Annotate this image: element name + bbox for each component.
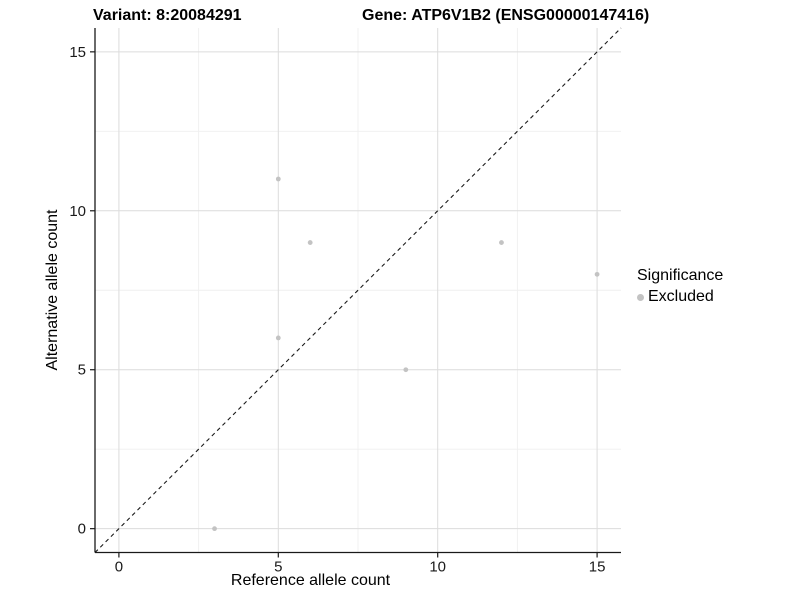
data-point xyxy=(212,526,217,532)
y-tick-label: 10 xyxy=(69,203,86,220)
x-axis-title: Reference allele count xyxy=(230,572,391,589)
data-point xyxy=(499,240,504,245)
data-point xyxy=(594,271,600,277)
y-tick-label: 15 xyxy=(69,44,86,61)
y-axis-title: Alternative allele count xyxy=(44,209,61,371)
legend-item-excluded: Excluded xyxy=(637,288,723,306)
legend-point-icon xyxy=(637,293,644,301)
x-tick-label: 10 xyxy=(429,559,446,576)
gene-title: Gene: ATP6V1B2 (ENSG00000147416) xyxy=(362,7,650,24)
legend: Significance Excluded xyxy=(637,267,723,306)
data-point xyxy=(307,240,313,245)
identity-line xyxy=(94,27,622,553)
x-tick-label: 5 xyxy=(274,559,282,576)
data-point xyxy=(275,176,281,182)
y-tick-label: 5 xyxy=(78,362,86,379)
data-point xyxy=(275,335,281,341)
variant-title: Variant: 8:20084291 xyxy=(93,7,242,24)
data-point xyxy=(403,367,409,373)
x-tick-label: 0 xyxy=(115,559,123,576)
legend-item-label: Excluded xyxy=(648,288,714,305)
legend-title: Significance xyxy=(637,267,724,284)
x-tick-label: 15 xyxy=(589,559,606,576)
y-tick-label: 0 xyxy=(78,521,86,538)
